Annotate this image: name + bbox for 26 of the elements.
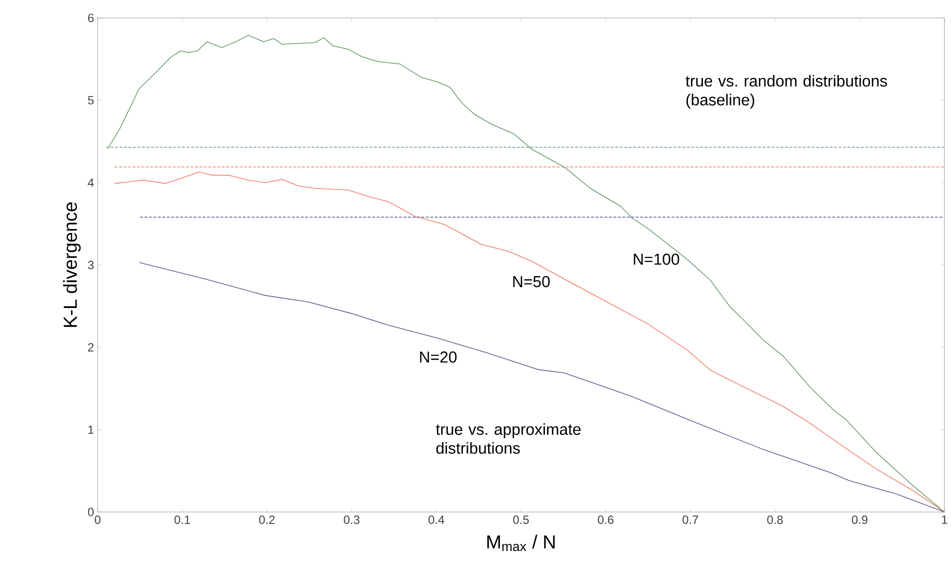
series-label: N=100 — [634, 254, 680, 265]
y-tick-label: 1 — [88, 426, 94, 434]
x-tick-label: 0.8 — [767, 516, 783, 524]
y-tick-label: 4 — [88, 178, 94, 187]
y-tick-label: 3 — [88, 260, 94, 270]
x-tick-label: 0 — [94, 516, 100, 524]
y-axis-title: K-L divergence — [63, 202, 81, 327]
x-tick-label: 0.4 — [428, 516, 444, 524]
x-tick-label: 0.5 — [513, 516, 529, 524]
series-label: N=20 — [420, 352, 457, 363]
series-label: N=50 — [513, 276, 550, 288]
x-tick-label: 0.6 — [598, 516, 614, 524]
annotation: true vs. approximate distributions — [436, 423, 581, 454]
x-tick-label: 0.1 — [174, 516, 190, 524]
x-tick-label: 0.2 — [259, 516, 275, 524]
line-series — [114, 172, 945, 513]
annotation: true vs. random distributions (baseline) — [686, 75, 887, 109]
y-tick-label: 2 — [88, 343, 94, 352]
x-tick-label: 0.7 — [682, 516, 698, 524]
y-tick-label: 6 — [88, 14, 94, 22]
y-tick-label: 5 — [88, 96, 94, 105]
x-axis-title: M$_{max}$ / N — [487, 534, 555, 552]
x-tick-label: 0.9 — [852, 516, 868, 524]
y-tick-label: 0 — [88, 508, 94, 516]
x-tick-label: 0.3 — [344, 516, 360, 524]
x-tick-label: 1 — [942, 516, 948, 524]
